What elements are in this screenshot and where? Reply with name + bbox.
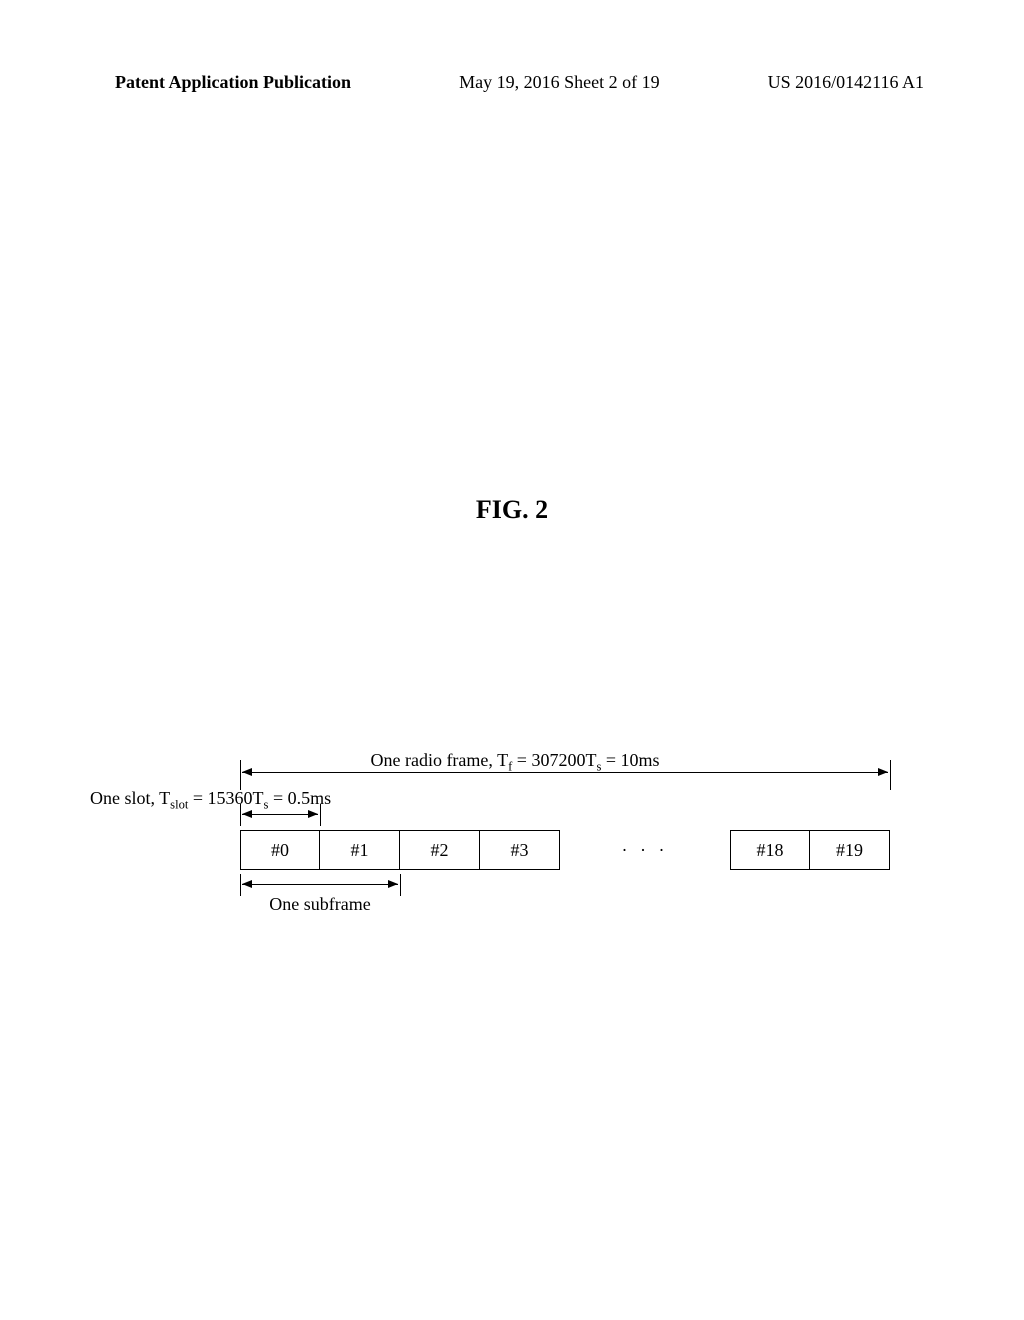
slot-arrow — [242, 814, 318, 815]
header-mid: May 19, 2016 Sheet 2 of 19 — [459, 72, 659, 93]
page-header: Patent Application Publication May 19, 2… — [0, 72, 1024, 93]
slot-cell: #2 — [400, 830, 480, 870]
slot-label-mid: = 15360T — [188, 788, 263, 808]
slot-label-sub1: slot — [170, 798, 188, 812]
subframe-tick-left — [240, 874, 241, 896]
frame-diagram: One radio frame, Tf = 307200Ts = 10ms On… — [120, 760, 910, 960]
frame-label-mid: = 307200T — [512, 750, 596, 770]
radio-frame-label: One radio frame, Tf = 307200Ts = 10ms — [120, 750, 910, 775]
slot-tick-right — [320, 804, 321, 826]
header-left: Patent Application Publication — [115, 72, 351, 93]
slot-cell: #18 — [730, 830, 810, 870]
frame-tick-left — [240, 760, 241, 790]
header-right: US 2016/0142116 A1 — [768, 72, 924, 93]
slot-cell: #0 — [240, 830, 320, 870]
slot-label: One slot, Tslot = 15360Ts = 0.5ms — [90, 788, 331, 813]
frame-arrow — [242, 772, 888, 773]
subframe-tick-right — [400, 874, 401, 896]
slot-cell: #1 — [320, 830, 400, 870]
frame-tick-right — [890, 760, 891, 790]
slot-cell: #19 — [810, 830, 890, 870]
frame-label-suffix: = 10ms — [601, 750, 659, 770]
subframe-label: One subframe — [240, 894, 400, 915]
slot-cell: #3 — [480, 830, 560, 870]
slot-label-suffix: = 0.5ms — [268, 788, 331, 808]
figure-label: FIG. 2 — [0, 495, 1024, 525]
slot-label-prefix: One slot, T — [90, 788, 170, 808]
slot-row: #0 #1 #2 #3 · · · #18 #19 — [240, 830, 890, 870]
slot-tick-left — [240, 804, 241, 826]
slot-ellipsis: · · · — [560, 830, 730, 870]
subframe-arrow — [242, 884, 398, 885]
frame-label-prefix: One radio frame, T — [370, 750, 508, 770]
